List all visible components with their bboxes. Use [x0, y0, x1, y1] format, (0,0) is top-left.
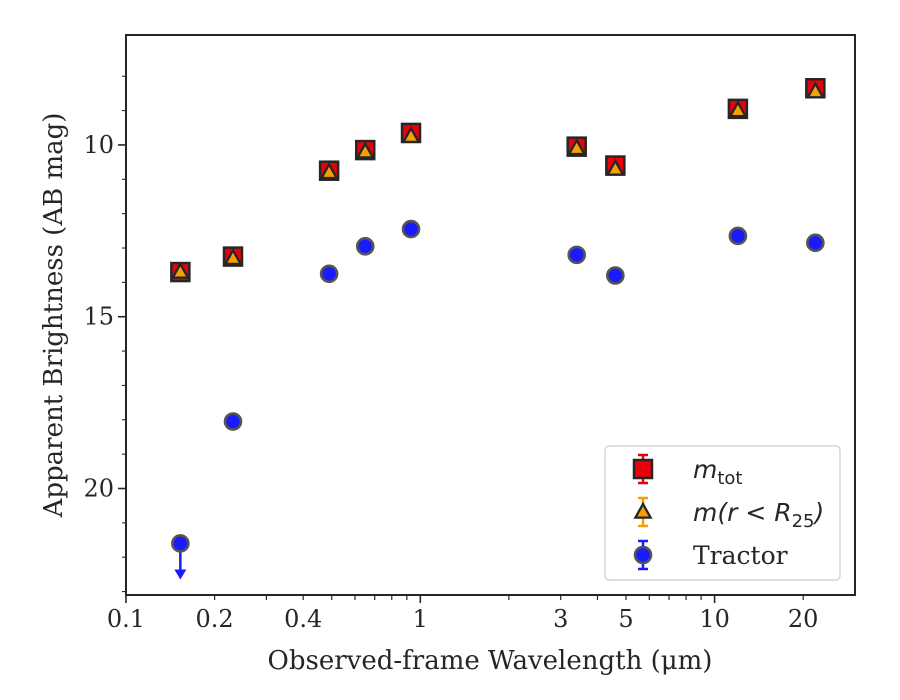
data-point	[728, 100, 748, 118]
upper-limit-arrow	[174, 569, 187, 580]
data-point	[171, 534, 190, 553]
data-point	[567, 138, 587, 156]
legend-label: mtot	[693, 455, 743, 489]
data-point	[605, 158, 625, 176]
legend-label: Tractor	[693, 541, 788, 570]
y-axis-ticks: 10 15 20	[83, 75, 126, 593]
data-point	[805, 81, 825, 99]
x-tick-label: 3	[553, 605, 568, 633]
data-point	[170, 261, 190, 279]
legend-box	[604, 445, 841, 581]
data-point	[567, 245, 587, 265]
x-tick-label: 20	[788, 605, 819, 633]
data-point	[728, 226, 748, 246]
series-1	[170, 81, 825, 279]
data-point	[401, 219, 421, 239]
y-tick-label: 15	[83, 303, 114, 331]
data-point	[806, 233, 825, 253]
plot-frame	[125, 34, 856, 596]
y-tick-label: 10	[83, 131, 114, 159]
x-tick-label: 0.4	[284, 605, 322, 633]
data-point	[401, 125, 421, 144]
data-point	[355, 141, 375, 159]
x-axis-label: Observed-frame Wavelength (μm)	[268, 646, 713, 676]
series-0	[170, 78, 826, 283]
data-point	[223, 412, 243, 431]
series-2	[171, 219, 825, 580]
data-point	[319, 162, 339, 180]
x-tick-label: 0.2	[196, 605, 234, 633]
x-axis-ticks: 0.1 0.2 0.4 1 3 5 10 20	[107, 595, 819, 633]
legend-marker	[633, 501, 653, 519]
x-tick-label: 5	[618, 605, 633, 633]
data-point	[319, 264, 339, 284]
data-point	[223, 247, 243, 266]
x-tick-label: 1	[413, 605, 428, 633]
legend-marker	[632, 458, 654, 480]
data-point	[355, 236, 375, 256]
y-axis-label: Apparent Brightness (AB mag)	[39, 113, 69, 519]
plot-content	[170, 78, 826, 580]
legend-label: m(r < R25)	[693, 498, 824, 532]
data-point	[606, 266, 625, 285]
x-tick-label: 0.1	[107, 605, 145, 633]
legend: mtot m(r < R25) Tractor	[604, 445, 841, 581]
y-tick-label: 20	[83, 474, 114, 502]
x-tick-label: 10	[699, 605, 730, 633]
legend-marker	[633, 545, 653, 565]
